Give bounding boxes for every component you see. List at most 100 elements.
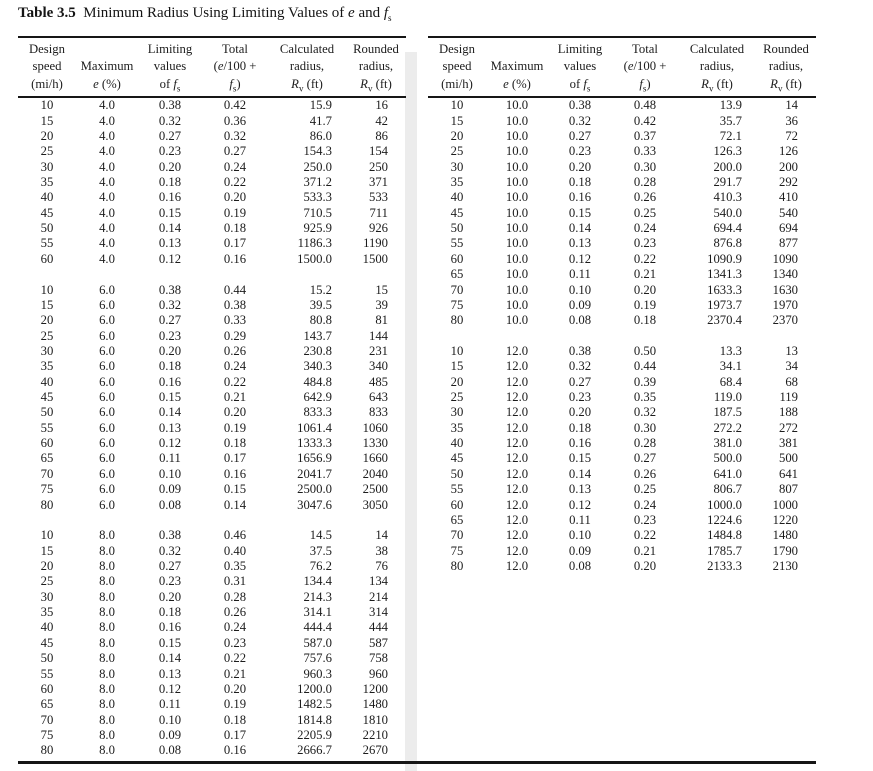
cell-max-e: 6.0 [99,451,115,466]
cell-max-e: 12.0 [505,466,529,481]
cell-design-speed: 65 [450,512,464,527]
cell-rounded-radius: 410 [778,190,798,205]
table-row: 65 12.0 0.11 0.23 1224.6 1220 [428,513,816,528]
cell-design-speed: 80 [450,559,464,573]
cell-rounded-radius: 1340 [772,267,798,282]
table-row: 35 12.0 0.18 0.30 272.2 272 [428,421,816,436]
cell-calculated-radius: 143.7 [303,328,332,343]
cell-design-speed: 10 [40,528,54,543]
cell-rounded-radius: 1790 [772,543,798,558]
cell-design-speed: 15 [450,359,464,374]
cell-calculated-radius: 876.8 [713,236,742,251]
cell-calculated-radius: 187.5 [713,405,742,420]
cell-total-e100-fs: 0.23 [633,512,657,527]
table-row: 20 8.0 0.27 0.35 76.2 76 [18,559,406,574]
cell-design-speed: 40 [450,190,464,205]
table-row: 75 8.0 0.09 0.17 2205.9 2210 [18,728,406,743]
cell-design-speed: 45 [450,451,464,466]
cell-design-speed: 25 [450,390,464,405]
cell-max-e: 12.0 [505,451,529,466]
cell-rounded-radius: 1060 [362,420,388,435]
cell-design-speed: 75 [40,727,54,742]
cell-max-e: 6.0 [99,405,115,420]
cell-limiting-fs: 0.14 [568,466,592,481]
table-row: 50 10.0 0.14 0.24 694.4 694 [428,221,816,236]
cell-design-speed: 45 [40,390,54,405]
cell-calculated-radius: 230.8 [303,343,332,358]
cell-limiting-fs: 0.13 [568,236,592,251]
cell-design-speed: 75 [450,543,464,558]
cell-design-speed: 35 [450,420,464,435]
cell-calculated-radius: 500.0 [713,451,742,466]
block-gap [18,267,406,282]
table-row: 80 10.0 0.08 0.18 2370.4 2370 [428,313,816,328]
cell-total-e100-fs: 0.18 [223,712,247,727]
cell-calculated-radius: 1186.3 [297,236,332,251]
cell-rounded-radius: 15 [375,282,388,297]
cell-total-e100-fs: 0.26 [223,605,247,620]
cell-calculated-radius: 200.0 [713,159,742,174]
cell-total-e100-fs: 0.30 [633,159,657,174]
column-gutter-divider [405,52,417,771]
cell-limiting-fs: 0.12 [158,681,182,696]
table-row: 75 12.0 0.09 0.21 1785.7 1790 [428,544,816,559]
cell-total-e100-fs: 0.28 [223,589,247,604]
cell-total-e100-fs: 0.25 [633,482,657,497]
cell-limiting-fs: 0.11 [569,267,591,282]
cell-rounded-radius: 2040 [362,466,388,481]
cell-total-e100-fs: 0.21 [633,543,657,558]
cell-total-e100-fs: 0.16 [223,466,247,481]
table-row: 20 10.0 0.27 0.37 72.1 72 [428,129,816,144]
header-total: Total (e/100 + fs) [623,42,667,94]
cell-max-e: 6.0 [99,374,115,389]
cell-max-e: 6.0 [99,390,115,405]
cell-max-e: 6.0 [99,420,115,435]
cell-limiting-fs: 0.14 [158,221,182,236]
cell-rounded-radius: 1090 [772,251,798,266]
header-total: Total (e/100 + fs) [213,42,257,94]
cell-rounded-radius: 540 [778,205,798,220]
cell-total-e100-fs: 0.23 [633,236,657,251]
cell-max-e: 10.0 [505,190,529,205]
cell-rounded-radius: 16 [375,98,388,113]
cell-design-speed: 70 [40,712,54,727]
cell-rounded-radius: 381 [778,436,798,451]
cell-total-e100-fs: 0.24 [223,620,247,635]
cell-design-speed: 15 [40,543,54,558]
cell-max-e: 12.0 [505,420,529,435]
cell-rounded-radius: 126 [778,144,798,159]
table-row: 55 8.0 0.13 0.21 960.3 960 [18,667,406,682]
cell-total-e100-fs: 0.18 [223,221,247,236]
cell-rounded-radius: 292 [778,175,798,190]
table-row: 15 8.0 0.32 0.40 37.5 38 [18,544,406,559]
table-row: 10 4.0 0.38 0.42 15.9 16 [18,98,406,113]
cell-calculated-radius: 1633.3 [707,282,742,297]
header-design-speed: Design speed (mi/h) [29,42,65,91]
header-maximum-e: Maximum e (%) [80,59,134,91]
table-row: 80 8.0 0.08 0.16 2666.7 2670 [18,743,406,758]
cell-calculated-radius: 1200.0 [297,681,332,696]
cell-limiting-fs: 0.38 [568,343,592,358]
table-row: 30 10.0 0.20 0.30 200.0 200 [428,160,816,175]
cell-max-e: 8.0 [99,743,115,758]
cell-total-e100-fs: 0.26 [633,190,657,205]
cell-calculated-radius: 76.2 [309,559,332,573]
cell-calculated-radius: 833.3 [303,405,332,420]
cell-max-e: 12.0 [505,512,529,527]
cell-total-e100-fs: 0.17 [223,236,247,251]
cell-limiting-fs: 0.12 [158,251,182,266]
cell-calculated-radius: 381.0 [713,436,742,451]
table-row: 60 6.0 0.12 0.18 1333.3 1330 [18,436,406,451]
cell-calculated-radius: 371.2 [303,175,332,190]
cell-design-speed: 30 [40,343,54,358]
cell-total-e100-fs: 0.24 [633,221,657,236]
table-row: 40 4.0 0.16 0.20 533.3 533 [18,190,406,205]
cell-rounded-radius: 960 [368,666,388,681]
cell-rounded-radius: 2370 [772,313,798,328]
cell-max-e: 12.0 [505,359,529,374]
cell-limiting-fs: 0.23 [568,144,592,159]
cell-max-e: 4.0 [99,175,115,190]
cell-max-e: 8.0 [99,559,115,573]
cell-calculated-radius: 2133.3 [707,559,742,573]
table-row: 40 10.0 0.16 0.26 410.3 410 [428,190,816,205]
